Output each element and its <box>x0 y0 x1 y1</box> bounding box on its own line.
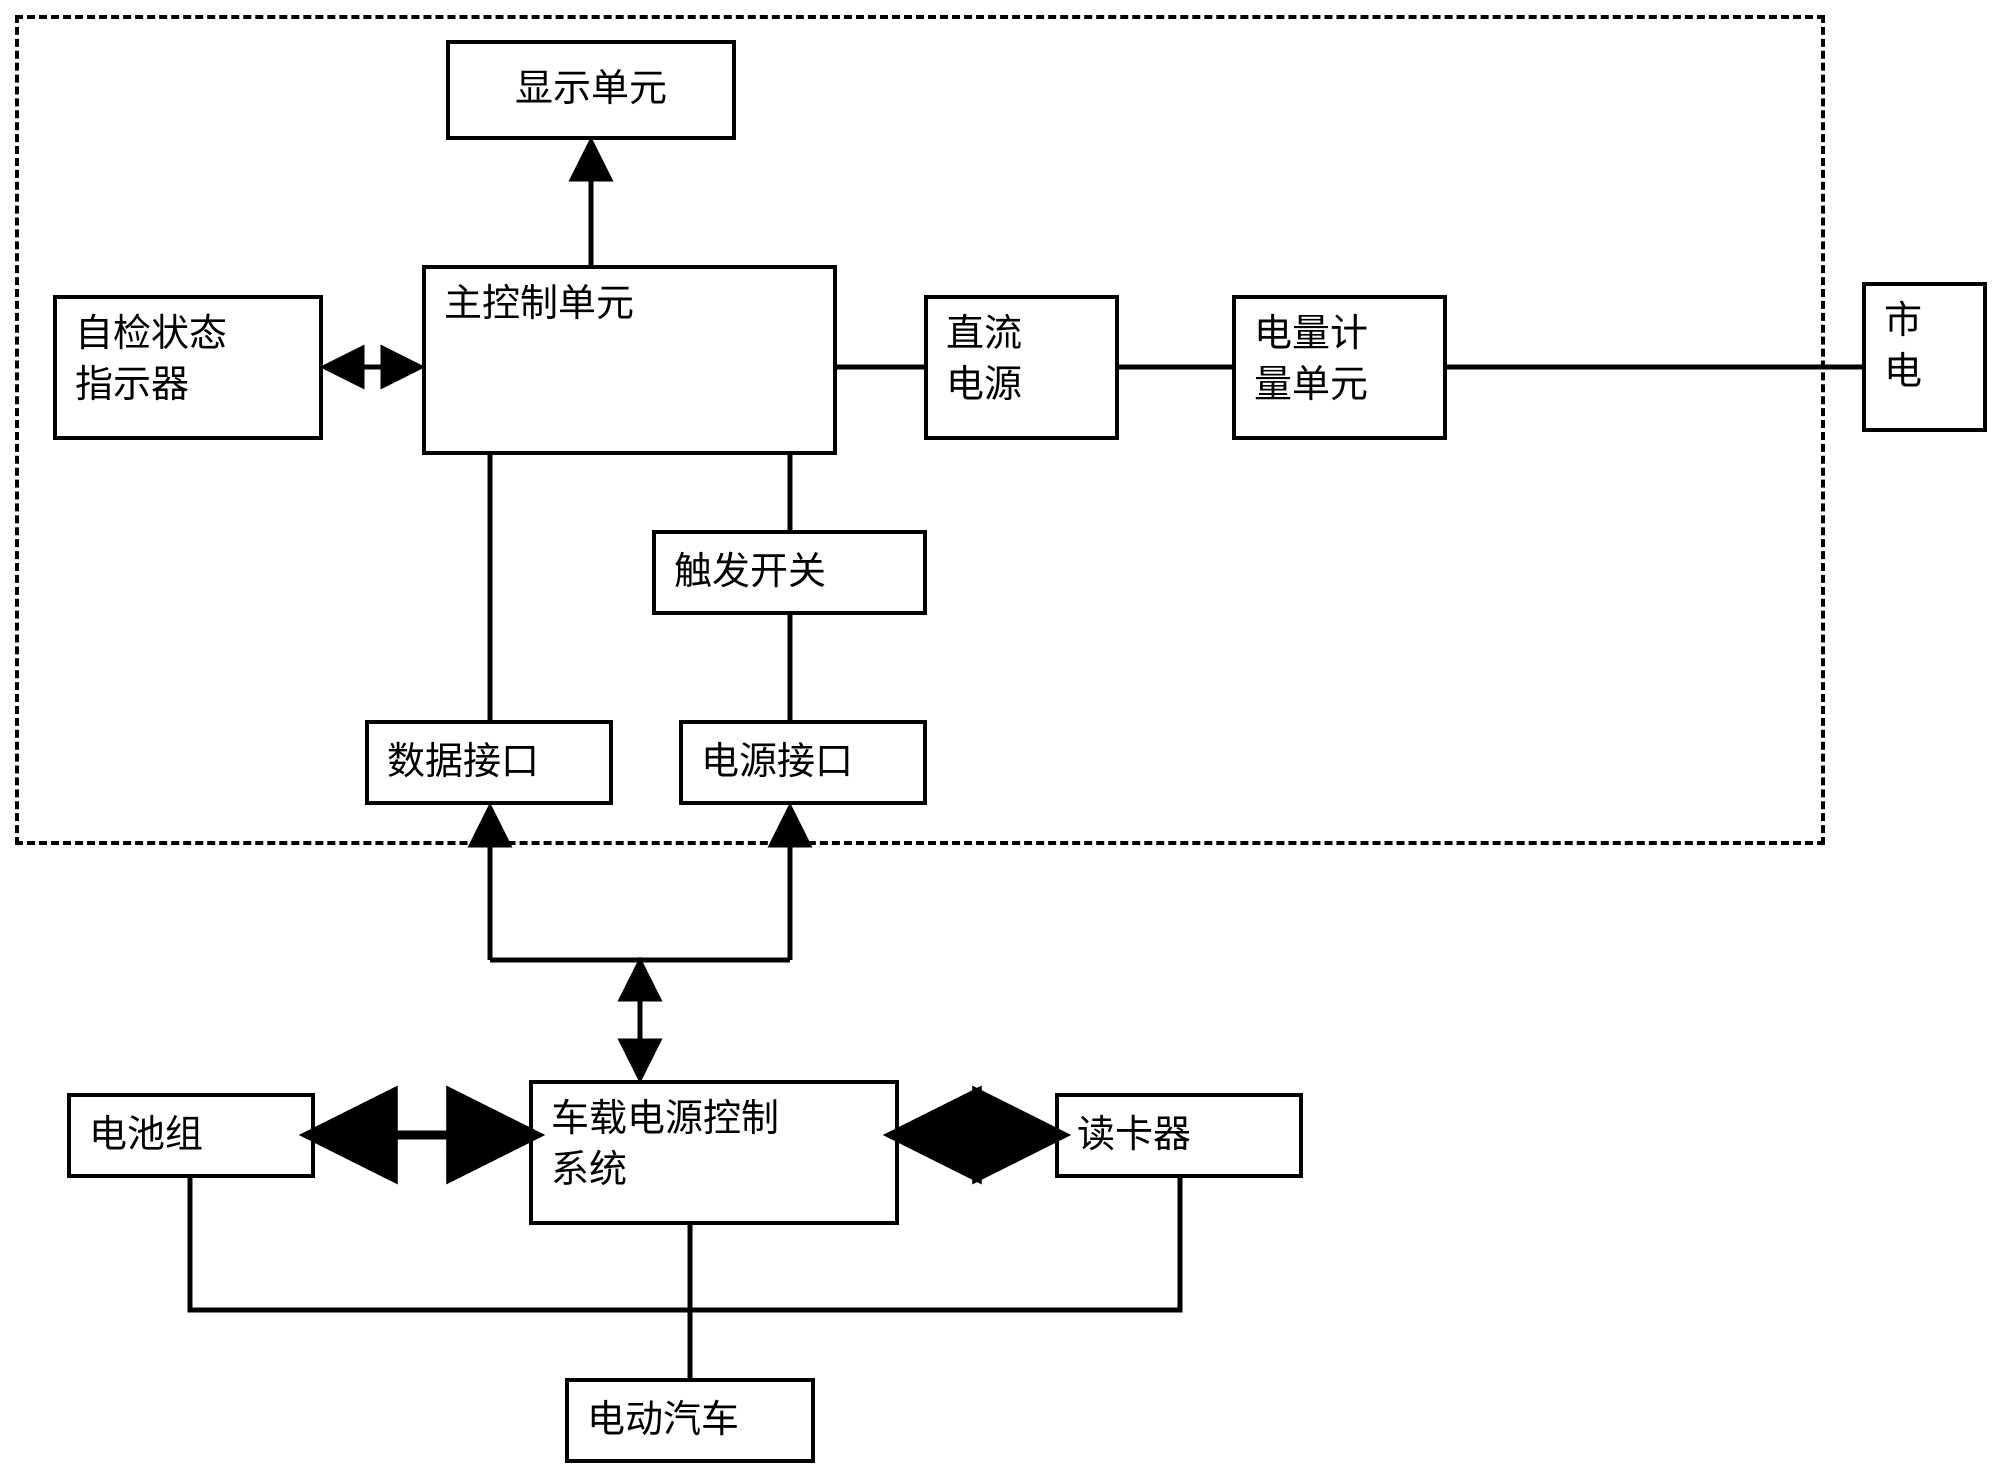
label-dataif: 数据接口 <box>387 737 539 788</box>
node-vehctrl: 车载电源控制 系统 <box>529 1080 899 1225</box>
label-reader: 读卡器 <box>1077 1110 1191 1161</box>
node-mainctrl: 主控制单元 <box>422 265 837 455</box>
label-vehctrl: 车载电源控制 系统 <box>551 1094 779 1197</box>
node-selfcheck: 自检状态 指示器 <box>53 295 323 440</box>
label-meter: 电量计 量单元 <box>1254 309 1368 412</box>
node-dataif: 数据接口 <box>365 720 613 805</box>
node-battery: 电池组 <box>67 1093 315 1178</box>
label-display: 显示单元 <box>515 64 667 115</box>
node-meter: 电量计 量单元 <box>1232 295 1447 440</box>
node-trigger: 触发开关 <box>652 530 927 615</box>
label-selfcheck: 自检状态 指示器 <box>75 309 227 412</box>
node-ev: 电动汽车 <box>565 1378 815 1463</box>
label-trigger: 触发开关 <box>674 547 826 598</box>
node-dcpower: 直流 电源 <box>924 295 1119 440</box>
label-dcpower: 直流 电源 <box>946 309 1022 412</box>
node-display: 显示单元 <box>446 40 736 140</box>
label-battery: 电池组 <box>89 1110 203 1161</box>
label-powerif: 电源接口 <box>701 737 853 788</box>
label-mains: 市 电 <box>1884 296 1922 399</box>
node-mains: 市 电 <box>1862 282 1987 432</box>
node-powerif: 电源接口 <box>679 720 927 805</box>
node-reader: 读卡器 <box>1055 1093 1303 1178</box>
label-mainctrl: 主控制单元 <box>444 279 634 330</box>
label-ev: 电动汽车 <box>587 1395 739 1446</box>
